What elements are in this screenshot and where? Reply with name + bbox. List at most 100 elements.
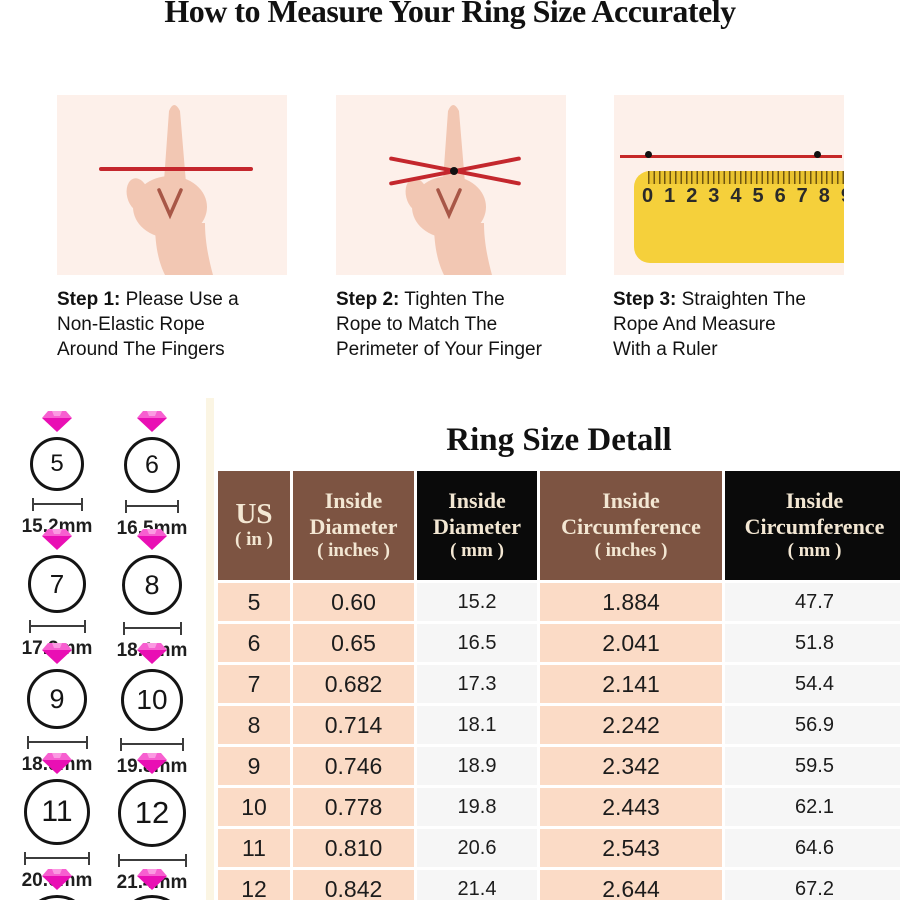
ring-size-diagram: 1120.6mm (12, 752, 102, 892)
step-2-caption: Step 2: Tighten The Rope to Match The Pe… (336, 289, 542, 360)
ring-size-number: 9 (49, 683, 65, 714)
rope-line (620, 155, 842, 158)
rope-line (99, 167, 253, 171)
table-cell: 8 (218, 706, 290, 744)
divider-stripe (206, 398, 214, 900)
diamond-icon (39, 752, 75, 780)
table-cell: 2.543 (540, 829, 722, 867)
table-cell: 10 (218, 788, 290, 826)
diamond-icon (39, 642, 75, 670)
table-cell: 9 (218, 747, 290, 785)
ruler-number: 4 (730, 185, 742, 207)
step-1-image (57, 95, 287, 275)
ring-size-table: US( in ) Inside Diameter( inches ) Inside Di… (218, 471, 900, 900)
diameter-measure-line (125, 500, 179, 513)
diameter-label: 15.2mm (21, 516, 93, 537)
ruler-number: 5 (752, 185, 764, 207)
table-cell: 0.65 (293, 624, 414, 662)
table-cell: 2.242 (540, 706, 722, 744)
table-cell: 16.5 (417, 624, 537, 662)
step-3-image: 0123456789 (614, 95, 844, 275)
column-header: Inside Diameter( inches ) (293, 471, 414, 580)
measure-dot (645, 151, 652, 158)
page-title: How to Measure Your Ring Size Accurately (164, 0, 736, 29)
diameter-label: 16.5mm (116, 518, 188, 539)
table-cell: 62.1 (725, 788, 900, 826)
ruler-number: 1 (664, 185, 676, 207)
step-1-caption: Step 1: Please Use a Non-Elastic Rope Ar… (57, 289, 239, 360)
table-cell: 54.4 (725, 665, 900, 703)
diamond-icon (39, 528, 75, 556)
ruler-number: 0 (642, 185, 654, 207)
table-cell: 51.8 (725, 624, 900, 662)
table-cell: 2.041 (540, 624, 722, 662)
ring-size-number: 8 (144, 569, 160, 600)
table-cell: 2.644 (540, 870, 722, 900)
ruler-numbers: 0123456789 (642, 185, 844, 208)
table-cell: 20.6 (417, 829, 537, 867)
ring-circle (117, 895, 187, 900)
table-cell: 0.778 (293, 788, 414, 826)
step-2-image (336, 95, 566, 275)
hand-icon (405, 105, 492, 275)
ring-circle: 7 (28, 555, 86, 613)
table-cell: 7 (218, 665, 290, 703)
ring-circle: 11 (24, 779, 90, 845)
ring-size-number: 12 (134, 795, 170, 830)
table-cell: 11 (218, 829, 290, 867)
knot-dot (450, 167, 458, 175)
step-label: Step 1: (57, 289, 121, 310)
ruler-number: 8 (818, 185, 830, 207)
ring-circle: 5 (30, 437, 84, 491)
table-cell: 67.2 (725, 870, 900, 900)
table-cell: 12 (218, 870, 290, 900)
ring-circle: 12 (118, 779, 186, 847)
table-cell: 0.810 (293, 829, 414, 867)
table-cell: 2.141 (540, 665, 722, 703)
ring-size-number: 5 (50, 450, 64, 477)
table-cell: 5 (218, 583, 290, 621)
diameter-measure-line (120, 738, 184, 751)
ring-circle (22, 895, 92, 900)
ruler-number: 6 (774, 185, 786, 207)
table-cell: 0.842 (293, 870, 414, 900)
ring-circle: 10 (121, 669, 183, 731)
table-title: Ring Size Detall (446, 422, 672, 458)
diamond-icon (39, 868, 75, 896)
ring-size-diagram: 1221.4mm (107, 752, 197, 894)
table-cell: 0.60 (293, 583, 414, 621)
diameter-measure-line (26, 736, 88, 749)
ring-size-diagram (12, 868, 102, 900)
hand-icon (126, 105, 213, 275)
ruler-number: 3 (708, 185, 720, 207)
table-cell: 0.714 (293, 706, 414, 744)
ring-size-number: 10 (136, 684, 168, 715)
ring-circle: 9 (27, 669, 87, 729)
table-cell: 19.8 (417, 788, 537, 826)
diameter-measure-line (122, 622, 182, 635)
ring-circle: 6 (124, 437, 180, 493)
column-header: Inside Diameter( mm ) (417, 471, 537, 580)
diamond-icon (134, 752, 170, 780)
column-header: US( in ) (218, 471, 290, 580)
step-3-caption: Step 3: Straighten The Rope And Measure … (613, 289, 806, 360)
ring-size-diagram (107, 868, 197, 900)
ruler-icon: 0123456789 (634, 171, 844, 263)
column-header: Inside Circumference( mm ) (725, 471, 900, 580)
table-cell: 1.884 (540, 583, 722, 621)
table-cell: 17.3 (417, 665, 537, 703)
table-cell: 59.5 (725, 747, 900, 785)
measure-dot (814, 151, 821, 158)
table-cell: 64.6 (725, 829, 900, 867)
table-cell: 56.9 (725, 706, 900, 744)
diamond-icon (134, 528, 170, 556)
table-cell: 2.342 (540, 747, 722, 785)
ruler-ticks (648, 171, 844, 184)
table-cell: 18.9 (417, 747, 537, 785)
diamond-icon (134, 868, 170, 896)
diamond-icon (134, 410, 170, 438)
table-cell: 0.682 (293, 665, 414, 703)
ring-size-diagram: 6 16.5mm (107, 410, 197, 540)
diameter-measure-line (117, 854, 187, 867)
table-cell: 18.1 (417, 706, 537, 744)
